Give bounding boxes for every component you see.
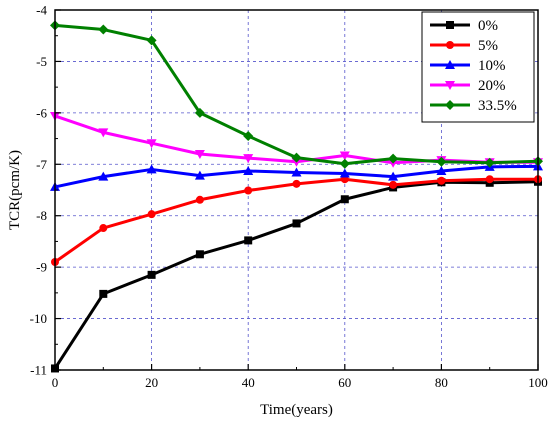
legend-item: 20% bbox=[430, 78, 506, 94]
data-point bbox=[388, 171, 399, 181]
x-axis-title: Time(years) bbox=[260, 402, 333, 418]
x-tick-label: 20 bbox=[145, 375, 158, 390]
series-line bbox=[53, 180, 539, 370]
data-point bbox=[98, 128, 109, 138]
data-point bbox=[437, 176, 446, 185]
legend-label: 33.5% bbox=[478, 98, 517, 114]
data-point bbox=[340, 195, 349, 204]
data-point bbox=[339, 158, 350, 169]
data-point bbox=[98, 171, 109, 181]
data-point bbox=[146, 35, 157, 46]
legend-label: 10% bbox=[478, 58, 506, 74]
y-tick-label: -5 bbox=[36, 54, 47, 69]
data-point bbox=[292, 219, 301, 228]
series-0 bbox=[51, 177, 542, 373]
series-2 bbox=[50, 161, 543, 191]
x-tick-label: 100 bbox=[528, 375, 548, 390]
axis-ticks: 0 20 40 60 80 100 -11 -10 -9 -8 -7 -6 -5 -4 bbox=[30, 3, 548, 391]
legend-label: 5% bbox=[478, 38, 498, 54]
data-point bbox=[243, 154, 254, 164]
legend-marker bbox=[445, 100, 455, 110]
data-point bbox=[436, 156, 447, 167]
y-tick-label: -6 bbox=[36, 105, 47, 120]
y-tick-label: -9 bbox=[36, 260, 47, 275]
data-point bbox=[388, 153, 399, 164]
y-tick-label: -4 bbox=[36, 3, 47, 18]
data-point bbox=[243, 131, 254, 141]
data-point bbox=[194, 107, 205, 118]
legend-label: 0% bbox=[478, 18, 498, 34]
y-axis-title: TCR(pcm/K) bbox=[7, 150, 23, 230]
data-point bbox=[485, 175, 494, 184]
x-tick-label: 60 bbox=[338, 375, 351, 390]
data-point bbox=[99, 224, 108, 233]
data-point bbox=[389, 180, 398, 189]
y-tick-label: -10 bbox=[30, 311, 47, 326]
data-point bbox=[146, 139, 157, 149]
data-point bbox=[99, 289, 108, 298]
legend-marker bbox=[445, 81, 455, 90]
legend-marker bbox=[445, 60, 455, 69]
x-tick-label: 40 bbox=[242, 375, 255, 390]
data-point bbox=[98, 24, 109, 35]
data-point bbox=[147, 210, 156, 219]
y-tick-label: -11 bbox=[30, 363, 47, 378]
legend-item: 5% bbox=[430, 38, 498, 54]
y-tick-label: -7 bbox=[36, 157, 47, 172]
data-point bbox=[146, 164, 157, 174]
data-point bbox=[195, 195, 204, 204]
data-point bbox=[339, 168, 350, 178]
data-point bbox=[291, 152, 302, 163]
data-point bbox=[244, 186, 253, 195]
data-point bbox=[195, 250, 204, 259]
data-point bbox=[194, 170, 205, 180]
data-point bbox=[244, 236, 253, 245]
data-point bbox=[291, 167, 302, 177]
legend-item: 10% bbox=[430, 58, 506, 74]
data-point bbox=[339, 151, 350, 161]
y-tick-label: -8 bbox=[36, 208, 47, 223]
series-1 bbox=[51, 175, 542, 266]
legend: 0% 5% 10% 20% 33.5% bbox=[421, 11, 535, 123]
data-point bbox=[243, 165, 254, 175]
x-tick-label: 0 bbox=[52, 375, 59, 390]
data-point bbox=[147, 270, 156, 279]
series-4 bbox=[50, 20, 543, 169]
x-tick-label: 80 bbox=[435, 375, 448, 390]
legend-label: 20% bbox=[478, 78, 506, 94]
legend-item: 0% bbox=[430, 18, 498, 34]
data-point bbox=[484, 157, 495, 168]
data-point bbox=[292, 179, 301, 188]
data-point bbox=[194, 150, 205, 159]
legend-marker bbox=[446, 21, 454, 29]
data-point bbox=[436, 165, 447, 175]
legend-item: 33.5% bbox=[430, 98, 517, 114]
legend-marker bbox=[446, 41, 454, 49]
